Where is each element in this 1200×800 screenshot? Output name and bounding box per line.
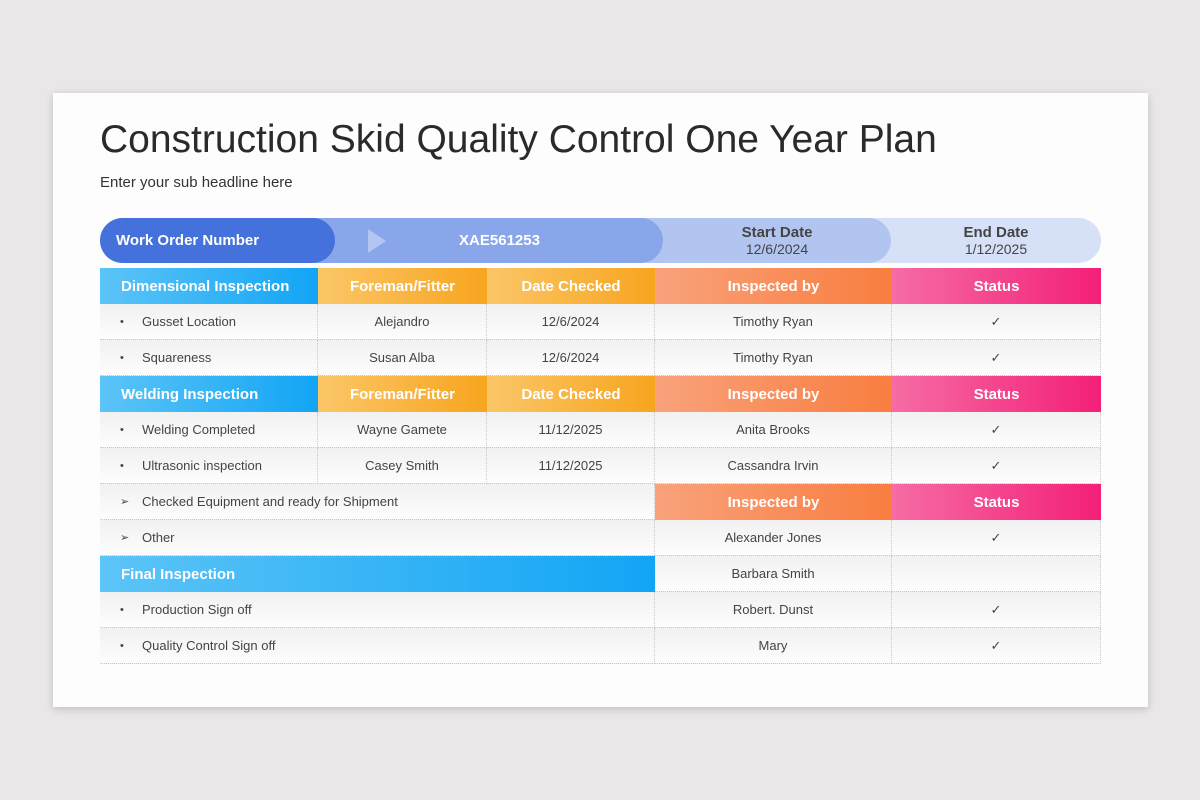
date-checked-cell: 12/6/2024 [487,304,655,340]
end-date-value: 1/12/2025 [964,240,1028,257]
start-date-value: 12/6/2024 [745,240,809,257]
item-label: Other [142,530,175,545]
inspector-cell: Mary [655,628,892,664]
page-subtitle: Enter your sub headline here [100,174,293,191]
item-cell: • Production Sign off [100,592,655,628]
inspector-cell: Timothy Ryan [655,304,892,340]
status-cell: ✓ [892,592,1101,628]
item-label: Squareness [142,350,212,365]
status-cell: ✓ [892,448,1101,484]
bullet-icon: • [120,603,124,616]
item-label: Ultrasonic inspection [142,458,262,473]
item-cell: • Gusset Location [100,304,318,340]
status-header: Status [892,268,1101,304]
inspector-cell: Barbara Smith [655,556,892,592]
item-cell: ➢ Other [100,520,655,556]
inspector-cell: Alexander Jones [655,520,892,556]
inspector-cell: Robert. Dunst [655,592,892,628]
welding-section-header: Welding Inspection [100,376,318,412]
start-date-pill: Start Date 12/6/2024 [620,218,891,263]
item-cell: • Welding Completed [100,412,318,448]
item-label: Quality Control Sign off [142,638,276,653]
work-order-value-pill: XAE561253 [290,218,663,263]
status-header: Status [892,376,1101,412]
item-label: Welding Completed [142,422,256,437]
status-header: Status [892,484,1101,520]
inspected-by-header: Inspected by [655,268,892,304]
work-order-label-pill: Work Order Number [100,218,386,263]
inspector-cell: Timothy Ryan [655,340,892,376]
start-date-label: Start Date [741,223,813,241]
date-checked-cell: 11/12/2025 [487,448,655,484]
item-cell: ➢ Checked Equipment and ready for Shipmen… [100,484,655,520]
item-cell: • Quality Control Sign off [100,628,655,664]
status-cell: ✓ [892,520,1101,556]
status-cell: ✓ [892,304,1101,340]
item-label: Gusset Location [142,314,236,329]
bullet-icon: • [120,639,124,652]
inspected-by-header: Inspected by [655,484,892,520]
bullet-icon: • [120,351,124,364]
bullet-icon: ➢ [120,532,130,544]
end-date-label: End Date [963,223,1029,241]
date-checked-header: Date Checked [487,268,655,304]
dimensional-section-header: Dimensional Inspection [100,268,318,304]
item-cell: • Ultrasonic inspection [100,448,318,484]
date-checked-cell: 11/12/2025 [487,412,655,448]
bullet-icon: • [120,315,124,328]
bullet-icon: • [120,423,124,436]
status-cell [892,556,1101,592]
foreman-cell: Wayne Gamete [318,412,487,448]
bullet-icon: • [120,459,124,472]
arrow-icon [368,228,386,253]
foreman-cell: Alejandro [318,304,487,340]
foreman-header: Foreman/Fitter [318,268,487,304]
foreman-header: Foreman/Fitter [318,376,487,412]
foreman-cell: Casey Smith [318,448,487,484]
inspector-cell: Cassandra Irvin [655,448,892,484]
page-title: Construction Skid Quality Control One Ye… [100,118,937,161]
status-cell: ✓ [892,340,1101,376]
foreman-cell: Susan Alba [318,340,487,376]
inspector-cell: Anita Brooks [655,412,892,448]
status-cell: ✓ [892,628,1101,664]
work-order-value: XAE561253 [459,232,540,249]
date-checked-header: Date Checked [487,376,655,412]
status-cell: ✓ [892,412,1101,448]
work-order-label: Work Order Number [116,232,260,249]
date-checked-cell: 12/6/2024 [487,340,655,376]
item-label: Checked Equipment and ready for Shipment [142,494,398,509]
item-label: Production Sign off [142,602,252,617]
item-cell: • Squareness [100,340,318,376]
bullet-icon: ➢ [120,496,130,508]
final-section-header: Final Inspection [100,556,655,592]
inspected-by-header: Inspected by [655,376,892,412]
